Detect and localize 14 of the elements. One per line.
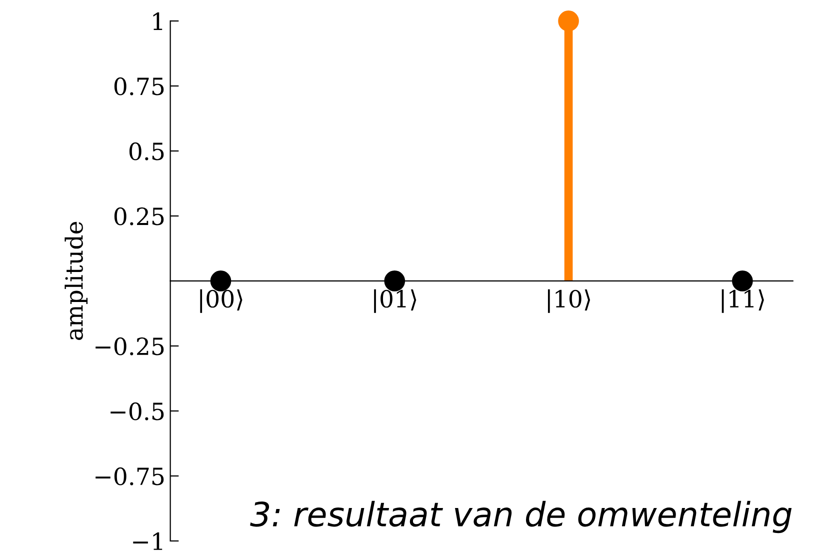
y-tick-label: 0.5 <box>129 142 164 160</box>
x-tick-label: |10⟩ <box>548 289 590 313</box>
y-tick-label: −0.75 <box>96 467 164 486</box>
x-tick-label: |00⟩ <box>200 289 242 313</box>
annotation: 3: resultaat van de omwenteling <box>250 500 792 534</box>
y-tick-label: −0.5 <box>110 402 164 420</box>
y-tick-label: 0.75 <box>114 77 164 96</box>
y-tick-label: −1 <box>133 532 162 550</box>
y-tick-label: 0.25 <box>114 207 164 226</box>
y-tick-label: 1 <box>153 12 162 30</box>
x-tick-label: |01⟩ <box>374 289 416 313</box>
x-tick-label: |11⟩ <box>722 289 764 313</box>
y-tick-label: −0.25 <box>96 337 164 356</box>
y-axis-title: amplitude <box>64 222 88 340</box>
